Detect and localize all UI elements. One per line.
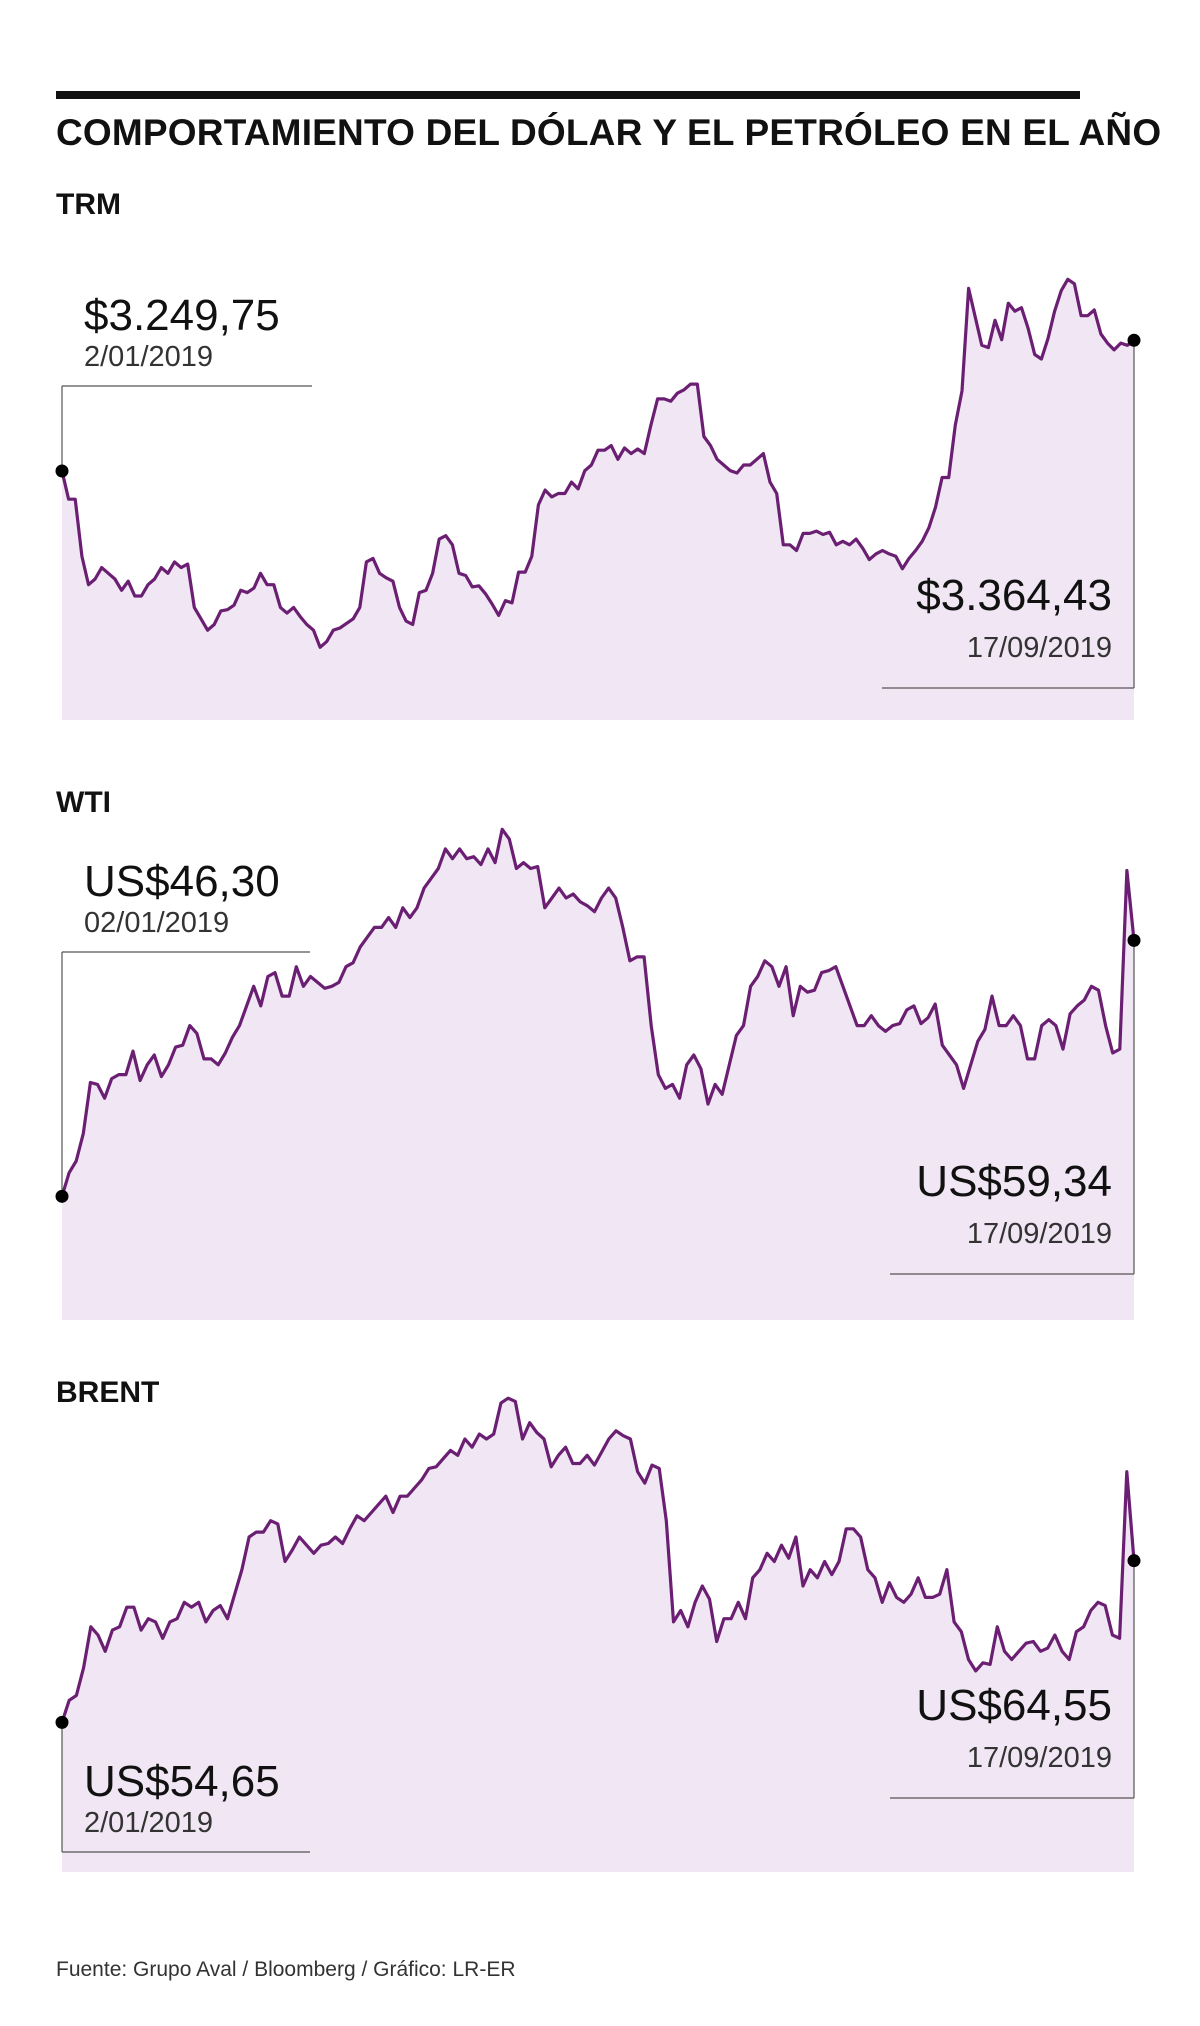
end-date-label: 17/09/2019 — [967, 1218, 1112, 1250]
start-value-label: US$46,30 — [84, 857, 280, 906]
start-point — [55, 1715, 69, 1729]
series-line — [60, 827, 1136, 1197]
start-point — [55, 464, 69, 478]
end-point — [1127, 333, 1141, 347]
end-value-label: $3.364,43 — [916, 571, 1112, 620]
end-date-label: 17/09/2019 — [967, 1742, 1112, 1774]
area-fill — [62, 279, 1134, 720]
area-fill — [62, 1398, 1134, 1872]
start-point — [55, 1189, 69, 1203]
start-date-label: 2/01/2019 — [84, 341, 213, 373]
start-value-label: $3.249,75 — [84, 291, 280, 340]
chart-title-brent: BRENT — [56, 1376, 160, 1409]
page-title: COMPORTAMIENTO DEL DÓLAR Y EL PETRÓLEO E… — [56, 112, 1162, 153]
chart-title-trm: TRM — [56, 188, 121, 221]
start-date-label: 02/01/2019 — [84, 907, 229, 939]
end-date-label: 17/09/2019 — [967, 632, 1112, 664]
trm-chart: $3.249,752/01/2019 $3.364,43 17/09/2019 — [55, 277, 1141, 720]
end-value-label: US$59,34 — [916, 1157, 1112, 1206]
top-rule — [56, 91, 1080, 99]
source-note: Fuente: Grupo Aval / Bloomberg / Gráfico… — [56, 1958, 516, 1981]
chart-title-wti: WTI — [56, 786, 111, 819]
area-fill — [62, 829, 1134, 1320]
start-date-label: 2/01/2019 — [84, 1807, 213, 1839]
end-point — [1127, 1554, 1141, 1568]
start-value-label: US$54,65 — [84, 1757, 280, 1806]
brent-chart: US$54,652/01/2019 US$64,55 17/09/2019 — [55, 1396, 1141, 1872]
series-line — [60, 277, 1135, 649]
series-line — [60, 1396, 1136, 1723]
end-point — [1127, 933, 1141, 947]
end-value-label: US$64,55 — [916, 1681, 1112, 1730]
